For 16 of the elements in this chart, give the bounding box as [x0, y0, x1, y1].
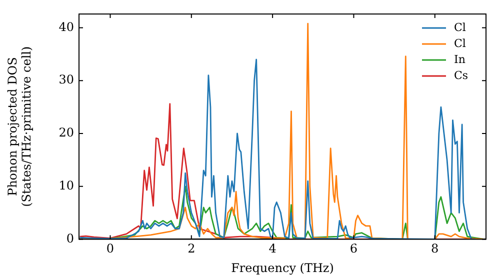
y-tick-label: 40	[58, 20, 74, 34]
x-tick-label: 8	[431, 242, 439, 256]
y-tick-label: 0	[66, 231, 74, 246]
x-tick-label: 0	[106, 242, 114, 256]
y-tick-label: 20	[58, 126, 74, 140]
x-tick-label: 2	[188, 242, 196, 256]
legend-label: Cs	[454, 68, 468, 82]
legend-label: Cl	[454, 36, 466, 50]
x-tick-label: 6	[350, 242, 358, 256]
legend-label: In	[454, 52, 466, 66]
y-tick-label: 10	[58, 178, 74, 192]
x-axis-title: Frequency (THz)	[231, 260, 334, 275]
y-axis-title: Phonon projected DOS (States/THz·primitive cell)	[5, 46, 34, 207]
x-tick-label: 4	[268, 242, 277, 256]
legend-label: Cl	[454, 20, 466, 34]
y-tick-label: 30	[58, 72, 74, 87]
